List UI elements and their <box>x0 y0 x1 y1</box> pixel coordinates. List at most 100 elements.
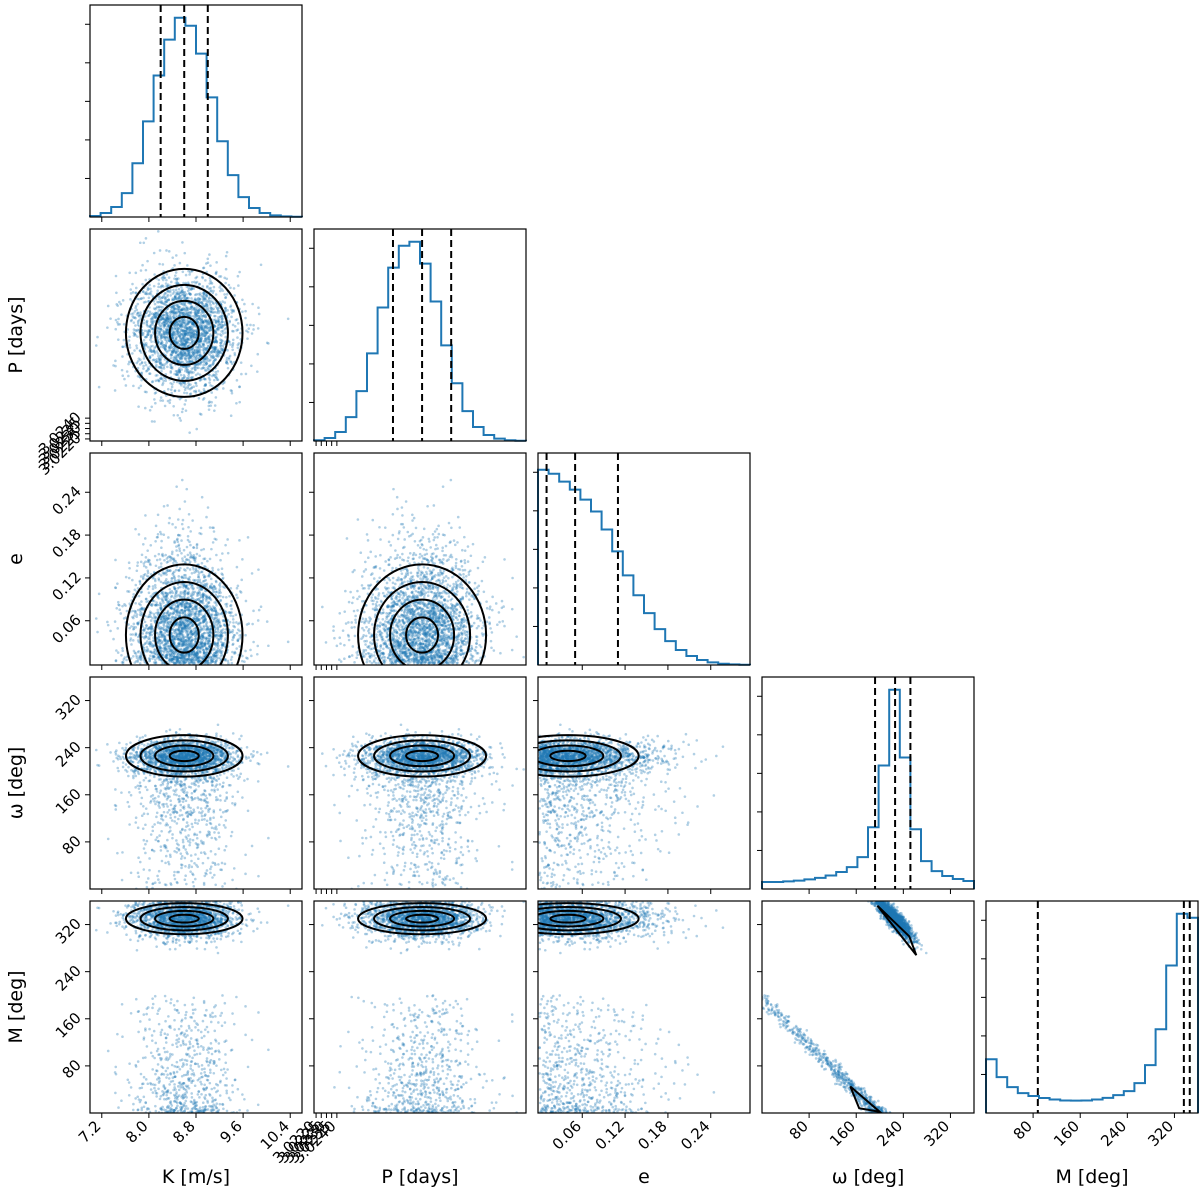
sample-point <box>188 356 191 360</box>
sample-point <box>153 320 157 323</box>
sample-point <box>217 350 221 354</box>
sample-point <box>187 353 190 357</box>
sample-point <box>255 370 259 373</box>
sample-point <box>176 349 180 352</box>
sample-point <box>141 333 145 337</box>
sample-point <box>176 325 179 329</box>
sample-point <box>169 366 173 369</box>
sample-point <box>224 296 227 300</box>
sample-point <box>238 539 241 542</box>
sample-point <box>190 367 194 370</box>
sample-point <box>209 310 213 314</box>
sample-point <box>231 345 234 349</box>
sample-point <box>163 300 167 303</box>
sample-point <box>190 376 193 379</box>
sample-point <box>158 362 162 366</box>
sample-point <box>216 332 219 336</box>
sample-point <box>198 315 202 319</box>
sample-point <box>199 323 203 326</box>
sample-point <box>185 307 189 310</box>
sample-point <box>206 257 210 261</box>
sample-point <box>151 327 155 330</box>
sample-point <box>169 388 173 392</box>
sample-point <box>164 310 168 314</box>
sample-point <box>205 347 208 351</box>
sample-point <box>154 586 157 589</box>
sample-point <box>176 327 180 331</box>
sample-point <box>204 297 207 301</box>
sample-point <box>150 611 153 615</box>
sample-point <box>184 324 188 327</box>
sample-point <box>155 373 159 377</box>
sample-point <box>201 285 205 288</box>
sample-point <box>158 377 162 381</box>
sample-point <box>202 328 205 332</box>
sample-point <box>166 314 170 318</box>
sample-point <box>172 309 175 313</box>
sample-point <box>228 620 232 624</box>
sample-point <box>174 281 178 285</box>
sample-point <box>167 298 171 302</box>
sample-point <box>145 597 148 601</box>
sample-point <box>132 334 136 337</box>
sample-point <box>218 322 222 326</box>
sample-point <box>218 588 221 591</box>
sample-point <box>219 326 223 329</box>
sample-point <box>148 408 152 412</box>
sample-point <box>186 368 190 372</box>
sample-point <box>203 313 206 317</box>
sample-point <box>204 262 208 265</box>
sample-point <box>198 342 201 346</box>
sample-point <box>145 292 149 296</box>
sample-point <box>225 292 229 296</box>
sample-point <box>140 371 144 375</box>
sample-point <box>196 357 200 360</box>
sample-point <box>159 361 162 365</box>
sample-point <box>156 289 159 292</box>
sample-point <box>187 371 191 375</box>
sample-point <box>190 323 194 326</box>
sample-point <box>207 320 210 323</box>
sample-point <box>130 318 133 322</box>
sample-point <box>147 626 151 629</box>
sample-point <box>163 571 166 575</box>
sample-point <box>229 343 232 346</box>
sample-point <box>232 310 235 313</box>
sample-point <box>237 284 240 287</box>
sample-point <box>183 344 187 348</box>
sample-point <box>160 296 163 300</box>
sample-point <box>166 399 170 403</box>
sample-point <box>203 340 207 343</box>
sample-point <box>178 334 181 338</box>
sample-point <box>161 317 165 320</box>
sample-point <box>180 319 183 322</box>
sample-point <box>116 338 120 341</box>
sample-point <box>131 615 134 619</box>
sample-point <box>204 363 207 367</box>
sample-point <box>160 661 164 665</box>
sample-point <box>209 264 212 267</box>
sample-point <box>214 349 218 352</box>
sample-point <box>164 349 168 353</box>
sample-point <box>175 307 179 310</box>
sample-point <box>176 360 179 363</box>
sample-point <box>180 654 184 658</box>
sample-point <box>191 332 195 335</box>
sample-point <box>189 288 193 291</box>
sample-point <box>117 603 120 606</box>
sample-point <box>172 358 176 362</box>
contour-level-0 <box>168 315 200 350</box>
sample-point <box>164 344 168 348</box>
sample-point <box>114 359 117 363</box>
sample-point <box>213 341 216 344</box>
sample-point <box>250 654 253 658</box>
sample-point <box>184 337 188 341</box>
sample-point <box>81 634 84 637</box>
sample-point <box>191 329 195 333</box>
sample-point <box>172 298 175 301</box>
sample-point <box>184 343 187 346</box>
sample-point <box>214 616 217 620</box>
sample-point <box>201 291 205 295</box>
sample-point <box>190 371 193 375</box>
sample-point <box>185 328 189 332</box>
